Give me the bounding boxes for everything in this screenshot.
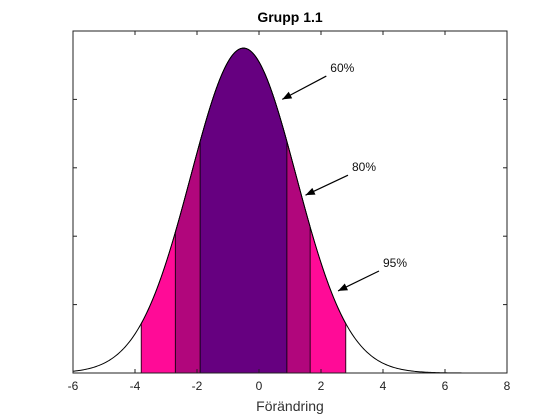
confidence-bands [140, 47, 347, 374]
x-axis-label: Förändring [256, 398, 324, 414]
y-axis-ticks [73, 30, 507, 374]
annotation-arrowhead [338, 283, 349, 291]
x-tick-label: -6 [68, 379, 79, 393]
band-annotations: 60% 80% 95% [281, 61, 407, 292]
chart-title: Grupp 1.1 [257, 9, 323, 25]
plot-frame [72, 30, 508, 374]
x-axis-ticks: -6 -4 -2 0 2 4 6 8 [68, 31, 511, 393]
x-tick-label: 2 [318, 379, 325, 393]
x-tick-label: 4 [380, 379, 387, 393]
x-tick-label: 8 [504, 379, 511, 393]
annotation-label: 95% [383, 256, 407, 270]
annotation-arrowhead [305, 187, 316, 196]
x-tick-label: 6 [442, 379, 449, 393]
x-tick-label: 0 [256, 379, 263, 393]
x-tick-label: -4 [130, 379, 141, 393]
x-tick-label: -2 [192, 379, 203, 393]
annotation-label: 60% [330, 61, 354, 75]
annotation-label: 80% [352, 160, 376, 174]
annotation-arrowhead [282, 91, 293, 100]
